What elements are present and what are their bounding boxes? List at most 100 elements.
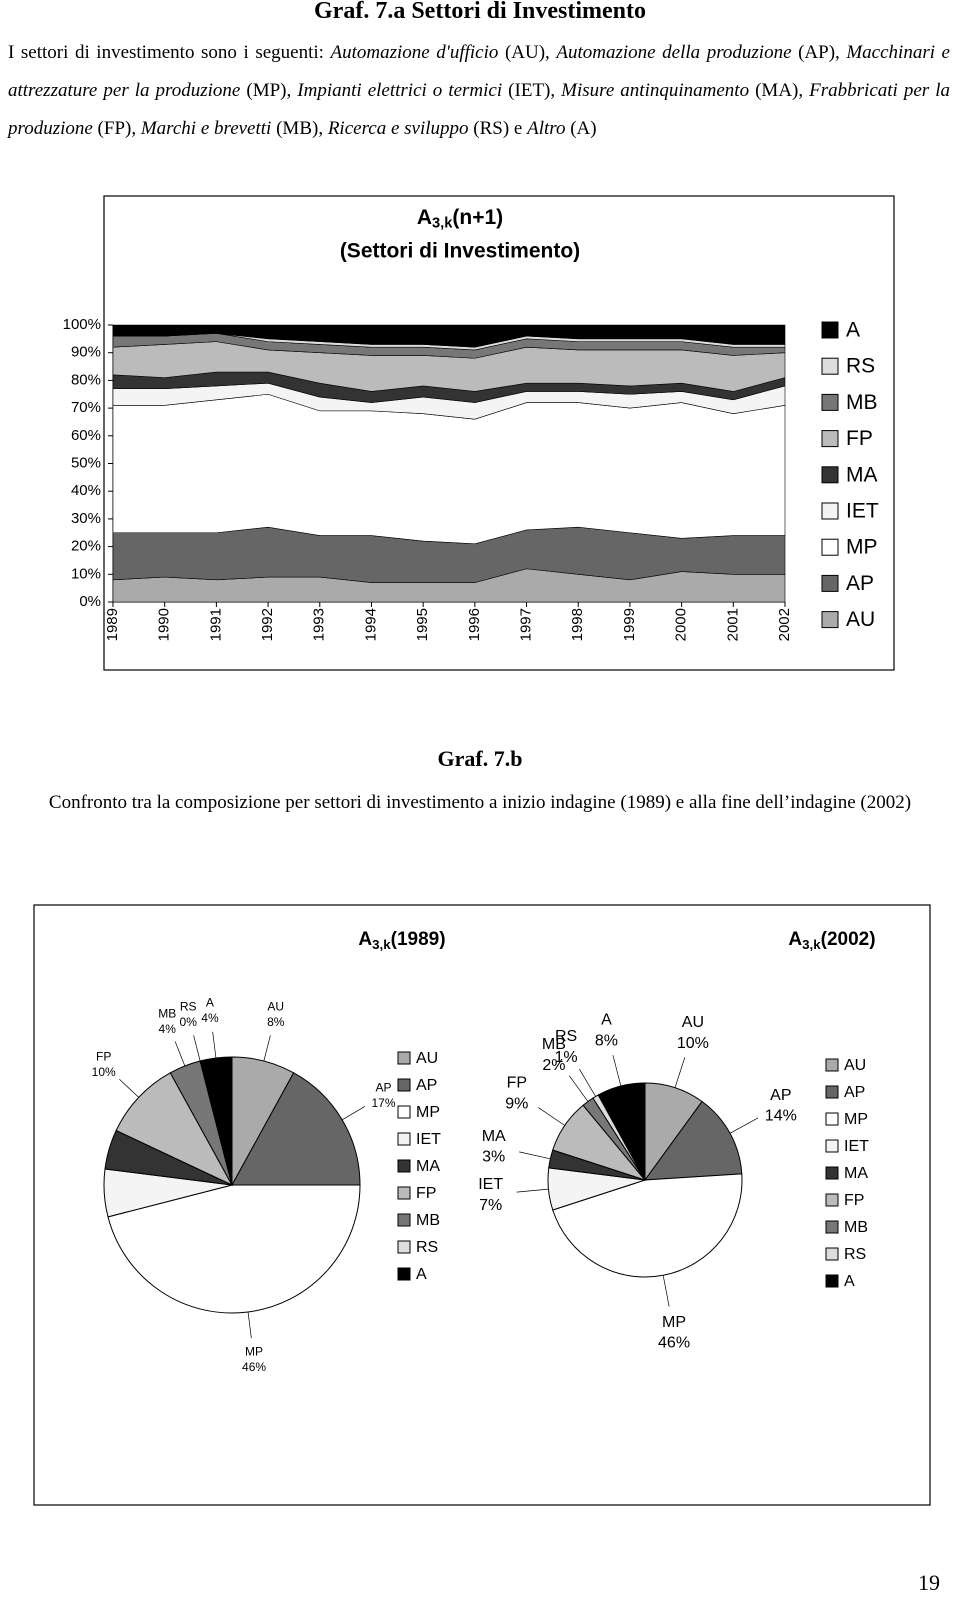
y-tick-label: 40% bbox=[71, 482, 101, 499]
slice-name: AU bbox=[267, 1000, 284, 1014]
y-tick-label: 50% bbox=[71, 454, 101, 471]
legend-swatch bbox=[825, 1220, 839, 1234]
slice-value: 10% bbox=[677, 1035, 709, 1052]
slice-name: RS bbox=[180, 1000, 197, 1014]
intro-run: Altro bbox=[527, 118, 566, 139]
legend-swatch bbox=[821, 574, 839, 592]
leader-line bbox=[519, 1151, 551, 1160]
intro-run: (MP), bbox=[240, 80, 298, 101]
slice-name: FP bbox=[96, 1049, 111, 1063]
leader-line bbox=[579, 1068, 596, 1097]
y-tick-label: 30% bbox=[71, 510, 101, 527]
slice-name: MB bbox=[542, 1036, 566, 1053]
legend-label: A bbox=[416, 1266, 427, 1283]
pie-slice bbox=[643, 1100, 743, 1181]
pie-slice bbox=[597, 1082, 646, 1181]
legend-swatch bbox=[397, 1051, 411, 1065]
intro-run: Automazione d'ufficio bbox=[330, 42, 499, 63]
title-main: A bbox=[788, 929, 802, 950]
legend-swatch bbox=[821, 466, 839, 484]
legend-swatch bbox=[397, 1159, 411, 1173]
intro-run: Frabbricati per la produzione bbox=[8, 80, 950, 139]
y-tick-label: 70% bbox=[71, 399, 101, 416]
legend-swatch bbox=[825, 1085, 839, 1099]
y-tick-label: 90% bbox=[71, 344, 101, 361]
legend-label: AP bbox=[416, 1077, 437, 1094]
intro-run: (MA), bbox=[749, 80, 810, 101]
leader-line bbox=[568, 1075, 589, 1102]
leader-line bbox=[247, 1311, 252, 1339]
slice-value: 9% bbox=[505, 1095, 528, 1112]
slice-name: MP bbox=[662, 1314, 686, 1331]
slice-name: MA bbox=[482, 1128, 506, 1145]
title-subscript: 3,k bbox=[432, 215, 453, 231]
legend-label: IET bbox=[844, 1138, 869, 1155]
leader-line bbox=[538, 1107, 565, 1126]
legend-swatch bbox=[397, 1267, 411, 1281]
slice-value: 4% bbox=[159, 1022, 177, 1036]
slice-name: MP bbox=[245, 1345, 263, 1359]
area bbox=[112, 324, 786, 348]
heading: Graf. 7.a Settori di Investimento bbox=[314, 0, 646, 24]
legend-label: RS bbox=[846, 355, 875, 378]
slice-name: MB bbox=[158, 1006, 176, 1020]
legend-swatch bbox=[825, 1166, 839, 1180]
y-tick-label: 20% bbox=[71, 538, 101, 555]
legend-label: FP bbox=[846, 427, 873, 450]
leader-line bbox=[341, 1106, 366, 1121]
intro-run: Automazione della produzione bbox=[556, 42, 792, 63]
intro-run: (MB), bbox=[271, 118, 328, 139]
chart-title: A3,k(2002) bbox=[788, 929, 875, 951]
pie-slice bbox=[231, 1072, 361, 1186]
page-number: 19 bbox=[918, 1570, 940, 1595]
slice-name: AP bbox=[770, 1087, 791, 1104]
slice-name: AP bbox=[375, 1080, 391, 1094]
legend-label: IET bbox=[846, 500, 879, 523]
legend-label: IET bbox=[416, 1131, 441, 1148]
slice-name: IET bbox=[478, 1176, 503, 1193]
pie-slice bbox=[552, 1173, 743, 1278]
slice-value: 14% bbox=[765, 1108, 797, 1125]
slice-value: 3% bbox=[482, 1149, 505, 1166]
legend-swatch bbox=[397, 1105, 411, 1119]
legend-swatch bbox=[821, 430, 839, 448]
y-tick-label: 10% bbox=[71, 565, 101, 582]
x-tick-label: 1997 bbox=[518, 608, 535, 641]
slice-name: AU bbox=[682, 1014, 704, 1031]
title-main: A bbox=[358, 929, 372, 950]
x-tick-label: 1990 bbox=[156, 608, 173, 641]
x-tick-label: 2001 bbox=[724, 608, 741, 641]
intro-run: (A) bbox=[565, 118, 597, 139]
caption-title: Graf. 7.b bbox=[437, 746, 523, 771]
legend-label: MP bbox=[416, 1104, 440, 1121]
intro-run: Macchinari e attrezzature per la produzi… bbox=[8, 42, 950, 101]
x-tick-label: 1998 bbox=[569, 608, 586, 641]
intro-run: Misure antinquinamento bbox=[561, 80, 750, 101]
leader-line bbox=[174, 1041, 186, 1067]
legend-swatch bbox=[821, 393, 839, 411]
slice-name: A bbox=[206, 995, 214, 1009]
legend-label: MA bbox=[844, 1165, 868, 1182]
slice-value: 8% bbox=[267, 1015, 285, 1029]
x-tick-label: 1992 bbox=[259, 608, 276, 641]
x-tick-label: 1993 bbox=[311, 608, 328, 641]
legend-label: AU bbox=[844, 1057, 866, 1074]
chart-frame bbox=[33, 904, 931, 1506]
chart-frame bbox=[103, 195, 895, 671]
legend-label: RS bbox=[844, 1246, 866, 1263]
legend-swatch bbox=[397, 1240, 411, 1254]
slice-value: 46% bbox=[242, 1360, 266, 1374]
leader-line bbox=[263, 1035, 271, 1062]
y-tick-label: 100% bbox=[63, 316, 101, 333]
intro-run: Ricerca e sviluppo bbox=[327, 118, 469, 139]
leader-line bbox=[612, 1055, 622, 1087]
legend-label: A bbox=[844, 1273, 855, 1290]
intro-paragraph: I settori di investimento sono i seguent… bbox=[8, 34, 950, 148]
slice-value: 1% bbox=[555, 1049, 578, 1066]
title-suffix: (1989) bbox=[391, 929, 446, 950]
legend-swatch bbox=[825, 1274, 839, 1288]
legend-label: AP bbox=[844, 1084, 865, 1101]
legend-swatch bbox=[821, 321, 839, 339]
legend-swatch bbox=[825, 1247, 839, 1261]
